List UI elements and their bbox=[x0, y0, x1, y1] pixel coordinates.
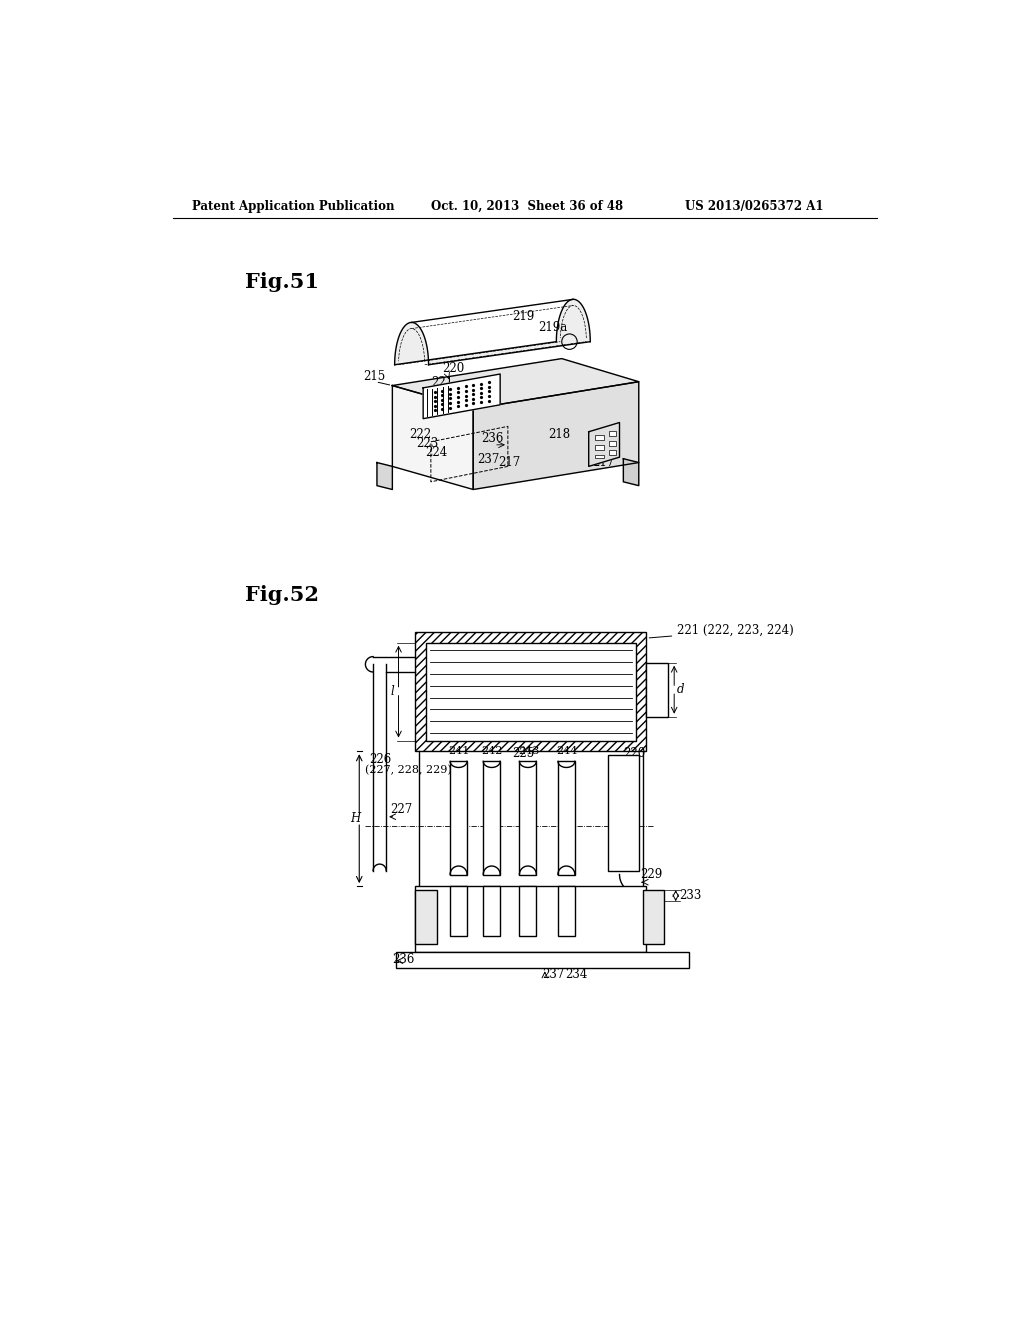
Text: 221 (222, 223, 224): 221 (222, 223, 224) bbox=[649, 624, 794, 638]
Bar bbox=[483, 762, 500, 875]
Bar bbox=[646, 663, 668, 717]
Text: 226: 226 bbox=[370, 752, 391, 766]
Bar bbox=[608, 755, 639, 871]
Text: 228: 228 bbox=[614, 812, 636, 825]
Text: 234: 234 bbox=[565, 968, 588, 981]
Polygon shape bbox=[392, 385, 473, 490]
Polygon shape bbox=[589, 422, 620, 466]
Text: 217: 217 bbox=[499, 457, 521, 470]
Text: 221: 221 bbox=[431, 376, 453, 388]
Text: 225: 225 bbox=[512, 747, 534, 760]
Polygon shape bbox=[473, 381, 639, 490]
FancyBboxPatch shape bbox=[608, 430, 616, 436]
Text: 229: 229 bbox=[640, 869, 663, 882]
Text: 215: 215 bbox=[364, 370, 385, 383]
Text: 241: 241 bbox=[449, 746, 470, 756]
Bar bbox=[558, 762, 574, 875]
Text: 219a: 219a bbox=[539, 321, 568, 334]
Bar bbox=[519, 762, 537, 875]
Bar bbox=[416, 890, 437, 944]
Text: 222: 222 bbox=[410, 428, 431, 441]
Bar bbox=[519, 886, 537, 936]
Text: 236: 236 bbox=[481, 432, 504, 445]
Text: 218: 218 bbox=[549, 428, 570, 441]
Text: Oct. 10, 2013  Sheet 36 of 48: Oct. 10, 2013 Sheet 36 of 48 bbox=[431, 199, 623, 213]
Bar bbox=[558, 886, 574, 936]
Bar bbox=[451, 762, 467, 875]
Text: 244: 244 bbox=[556, 746, 578, 756]
FancyBboxPatch shape bbox=[595, 454, 604, 458]
Text: 242: 242 bbox=[481, 746, 503, 756]
Polygon shape bbox=[624, 459, 639, 486]
Text: H: H bbox=[350, 812, 360, 825]
Text: d: d bbox=[677, 684, 684, 696]
Text: 243: 243 bbox=[518, 746, 540, 756]
Polygon shape bbox=[392, 359, 639, 409]
Text: Fig.51: Fig.51 bbox=[245, 272, 318, 292]
Text: 223: 223 bbox=[416, 437, 438, 450]
Text: l: l bbox=[391, 685, 394, 698]
Text: 220: 220 bbox=[624, 747, 645, 760]
Text: 236: 236 bbox=[392, 953, 415, 966]
Text: US 2013/0265372 A1: US 2013/0265372 A1 bbox=[685, 199, 823, 213]
Polygon shape bbox=[394, 300, 590, 364]
Text: 219: 219 bbox=[512, 310, 534, 323]
Bar bbox=[396, 952, 689, 969]
Bar bbox=[451, 886, 467, 936]
Text: 237: 237 bbox=[477, 453, 500, 466]
Bar bbox=[483, 886, 500, 936]
Text: 224: 224 bbox=[425, 446, 446, 459]
Bar bbox=[416, 632, 646, 751]
Text: 217: 217 bbox=[593, 457, 614, 470]
Bar bbox=[426, 643, 636, 741]
Text: 227: 227 bbox=[390, 803, 413, 816]
FancyBboxPatch shape bbox=[595, 445, 604, 450]
Bar bbox=[416, 886, 646, 952]
Text: (227, 228, 229): (227, 228, 229) bbox=[366, 764, 453, 775]
Text: 216: 216 bbox=[593, 437, 614, 450]
FancyBboxPatch shape bbox=[595, 436, 604, 440]
Text: 233: 233 bbox=[680, 888, 701, 902]
Text: 220: 220 bbox=[442, 363, 465, 375]
Polygon shape bbox=[423, 374, 500, 418]
FancyBboxPatch shape bbox=[608, 450, 616, 454]
Polygon shape bbox=[377, 462, 392, 490]
Text: Patent Application Publication: Patent Application Publication bbox=[193, 199, 394, 213]
Text: 237: 237 bbox=[543, 968, 565, 981]
Bar bbox=[643, 890, 665, 944]
FancyBboxPatch shape bbox=[608, 441, 616, 446]
Text: Fig.52: Fig.52 bbox=[245, 585, 318, 605]
